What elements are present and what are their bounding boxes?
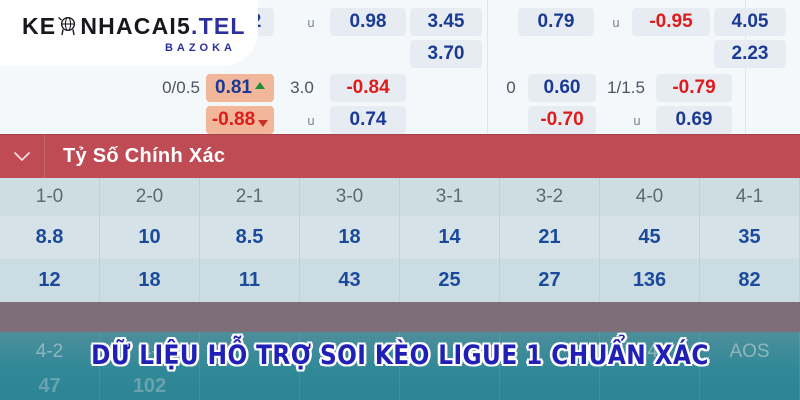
faded-odds-cell[interactable]: 47 <box>0 372 100 400</box>
odds-cell-value-7[interactable]: 2.23 <box>714 40 786 68</box>
score-odds-cell[interactable]: 45 <box>600 216 700 259</box>
score-table-header-row: 1-0 2-0 2-1 3-0 3-1 3-2 4-0 4-1 <box>0 178 800 216</box>
score-header-cell: 4-0 <box>600 178 700 216</box>
faded-odds-cell[interactable] <box>300 372 400 400</box>
faded-odds-cell[interactable] <box>400 372 500 400</box>
odds-cell-value-1[interactable]: 0.98 <box>330 8 406 36</box>
logo-text-part3: .TEL <box>191 12 246 39</box>
score-header-cell: 4-1 <box>700 178 800 216</box>
odds-column-divider <box>487 0 488 134</box>
odds-cell-value-7[interactable]: -0.79 <box>656 74 732 102</box>
globe-mascot-icon <box>57 15 79 37</box>
score-odds-cell[interactable]: 25 <box>400 259 500 302</box>
score-odds-cell[interactable]: 11 <box>200 259 300 302</box>
odds-row-2: 0/0.5 0.81 -0.88 3.0 -0.84 u 0.74 0 0.60… <box>0 66 800 134</box>
score-odds-cell[interactable]: 12 <box>0 259 100 302</box>
odds-cell-value-3[interactable]: -0.84 <box>330 74 406 102</box>
odds-cell-highlight-2[interactable]: -0.88 <box>206 106 274 134</box>
score-header-cell: 3-1 <box>400 178 500 216</box>
faded-header-cell <box>200 332 300 372</box>
faded-data-row: 47 102 <box>0 372 800 400</box>
odds-cell-value-6[interactable]: 4.05 <box>714 8 786 36</box>
faded-header-cell: -4 <box>600 332 700 372</box>
section-separator-band <box>0 302 800 332</box>
odds-label-u: u <box>307 112 315 128</box>
faded-score-section: 4-2 4- -4 AOS 47 102 <box>0 332 800 400</box>
faded-header-cell <box>500 332 600 372</box>
score-header-cell: 2-0 <box>100 178 200 216</box>
odds-handicap-label-1: 0/0.5 <box>162 78 200 97</box>
odds-cell-value-4[interactable]: 0.79 <box>518 8 594 36</box>
faded-header-cell: 4-2 <box>0 332 100 372</box>
score-odds-cell[interactable]: 8.5 <box>200 216 300 259</box>
score-table-row: 12 18 11 43 25 27 136 82 <box>0 259 800 302</box>
odds-panel: KE NHACAI5 .TEL BAZOKA 2 u 0.9 <box>0 0 800 134</box>
odds-handicap-label-2: 0 <box>506 78 516 97</box>
odds-cell-value-5[interactable]: -0.95 <box>632 8 710 36</box>
arrow-down-icon <box>258 119 269 127</box>
logo-text-part2: NHACAI5 <box>80 12 191 39</box>
faded-header-row: 4-2 4- -4 AOS <box>0 332 800 372</box>
odds-cell-highlight-2-value: -0.88 <box>211 109 256 130</box>
score-header-cell: 1-0 <box>0 178 100 216</box>
odds-label-u: u <box>633 112 641 128</box>
score-header-cell: 3-0 <box>300 178 400 216</box>
faded-odds-cell[interactable] <box>500 372 600 400</box>
section-header-exact-score[interactable]: Tỷ Số Chính Xác <box>0 134 800 179</box>
odds-cell-value-8[interactable]: 0.69 <box>656 106 732 134</box>
faded-header-cell <box>400 332 500 372</box>
odds-label-u: u <box>307 14 315 30</box>
odds-cell-value-2[interactable]: 3.45 <box>410 8 482 36</box>
faded-header-cell <box>300 332 400 372</box>
exact-score-table: 1-0 2-0 2-1 3-0 3-1 3-2 4-0 4-1 8.8 10 8… <box>0 178 800 302</box>
odds-cell-value-5[interactable]: 0.60 <box>528 74 596 102</box>
faded-header-cell: 4- <box>100 332 200 372</box>
score-header-cell: 3-2 <box>500 178 600 216</box>
section-title: Tỷ Số Chính Xác <box>63 145 226 167</box>
score-odds-cell[interactable]: 35 <box>700 216 800 259</box>
faded-odds-cell[interactable] <box>600 372 700 400</box>
odds-total-label-1: 3.0 <box>290 78 314 97</box>
score-table-row: 8.8 10 8.5 18 14 21 45 35 <box>0 216 800 259</box>
odds-cell-highlight-1-value: 0.81 <box>215 77 252 98</box>
odds-total-label-2: 1/1.5 <box>607 78 645 97</box>
faded-odds-cell[interactable] <box>200 372 300 400</box>
score-odds-cell[interactable]: 8.8 <box>0 216 100 259</box>
chevron-down-icon[interactable] <box>0 151 44 162</box>
odds-label-u: u <box>612 14 620 30</box>
odds-cell-value-4[interactable]: 0.74 <box>330 106 406 134</box>
overlay-headline: DỮ LIỆU HỖ TRỢ SOI KÈO LIGUE 1 CHUẨN XÁC <box>91 340 709 371</box>
arrow-up-icon <box>254 81 265 89</box>
score-odds-cell[interactable]: 14 <box>400 216 500 259</box>
logo-subtitle: BAZOKA <box>164 41 236 54</box>
faded-odds-cell[interactable] <box>700 372 800 400</box>
score-odds-cell[interactable]: 82 <box>700 259 800 302</box>
score-header-cell: 2-1 <box>200 178 300 216</box>
odds-cell-value-6[interactable]: -0.70 <box>528 106 596 134</box>
score-odds-cell[interactable]: 136 <box>600 259 700 302</box>
faded-odds-cell[interactable]: 102 <box>100 372 200 400</box>
odds-cell-highlight-1[interactable]: 0.81 <box>206 74 274 102</box>
score-odds-cell[interactable]: 18 <box>100 259 200 302</box>
score-odds-cell[interactable]: 18 <box>300 216 400 259</box>
score-odds-cell[interactable]: 43 <box>300 259 400 302</box>
odds-row-1: 2 u 0.98 3.45 3.70 0.79 u -0.95 4.05 2.2… <box>0 0 800 68</box>
odds-cell-value-3[interactable]: 3.70 <box>410 40 482 68</box>
header-divider <box>44 134 45 179</box>
logo-wordmark: KE NHACAI5 .TEL <box>22 13 258 40</box>
logo-text-part1: KE <box>22 12 57 39</box>
score-odds-cell[interactable]: 10 <box>100 216 200 259</box>
score-odds-cell[interactable]: 27 <box>500 259 600 302</box>
site-logo[interactable]: KE NHACAI5 .TEL BAZOKA <box>0 0 258 66</box>
score-odds-cell[interactable]: 21 <box>500 216 600 259</box>
